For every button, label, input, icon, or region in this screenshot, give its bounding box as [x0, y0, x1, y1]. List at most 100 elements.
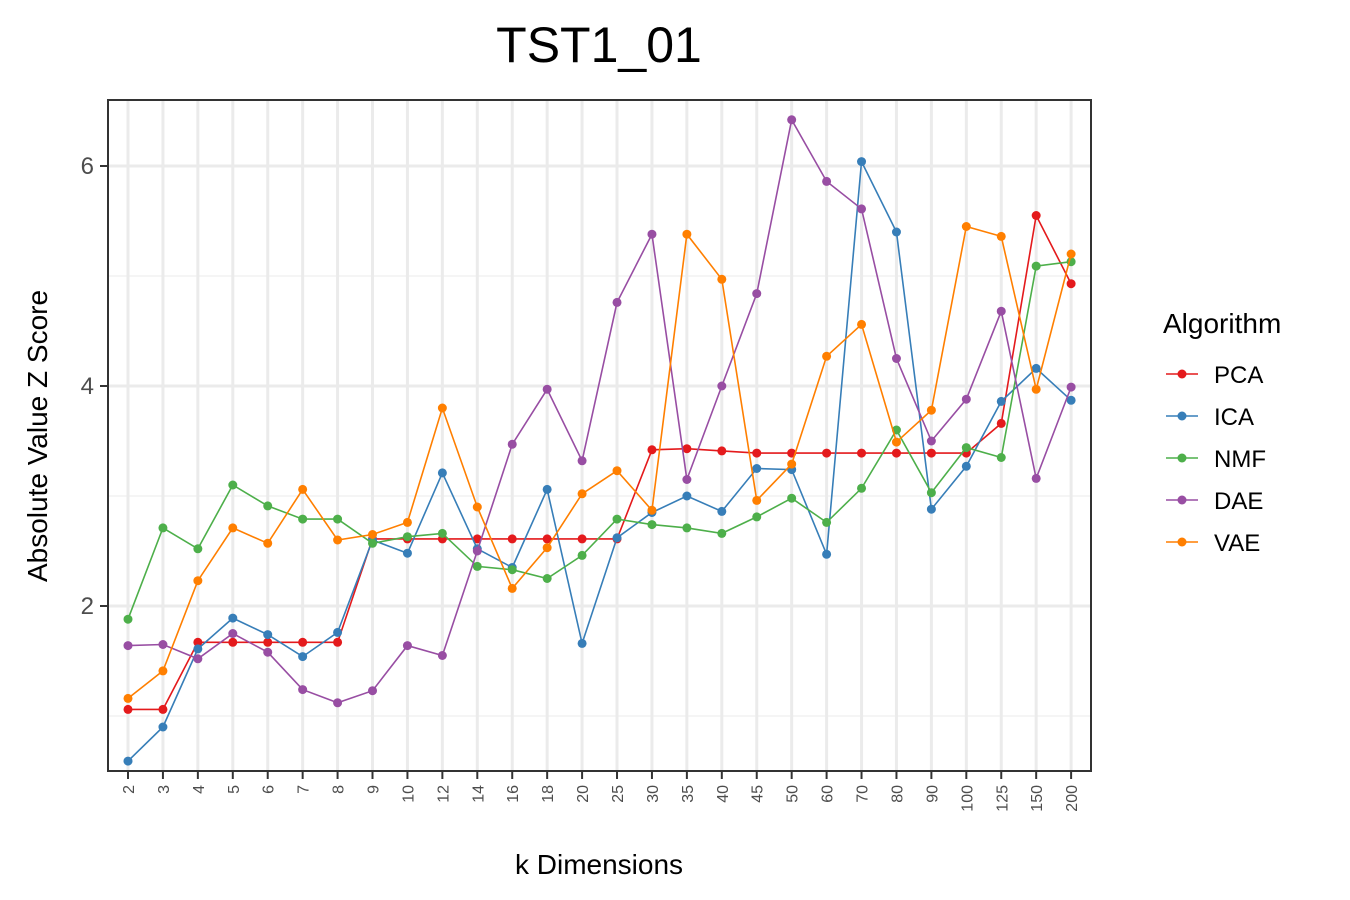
data-point-nmf — [542, 574, 552, 583]
data-point-nmf — [507, 565, 517, 575]
data-point-ica — [891, 227, 901, 237]
data-point-dae — [368, 686, 378, 696]
data-point-nmf — [298, 514, 308, 524]
data-point-dae — [402, 641, 412, 651]
data-point-nmf — [333, 514, 343, 524]
x-tick-label: 125 — [994, 785, 1011, 812]
data-point-ica — [612, 533, 622, 543]
legend-label-dae: DAE — [1214, 488, 1263, 515]
legend: Algorithm PCA ICA NMF DAE VAE — [1163, 308, 1281, 557]
data-point-dae — [123, 641, 133, 651]
data-point-vae — [891, 437, 901, 447]
x-tick-label: 9 — [366, 785, 383, 794]
x-tick-label: 5 — [226, 785, 243, 794]
data-point-dae — [193, 654, 203, 664]
data-point-nmf — [647, 520, 657, 530]
data-point-nmf — [1031, 261, 1041, 271]
data-point-ica — [123, 756, 133, 766]
x-tick-label: 200 — [1064, 785, 1081, 812]
x-tick-label: 40 — [715, 785, 732, 803]
data-point-dae — [996, 306, 1006, 316]
y-tick-label: 6 — [81, 153, 94, 180]
data-point-dae — [298, 685, 308, 695]
data-point-ica — [717, 506, 727, 516]
data-point-vae — [507, 583, 517, 593]
data-point-ica — [437, 468, 447, 478]
data-point-nmf — [577, 550, 587, 560]
data-point-vae — [787, 459, 797, 469]
data-point-pca — [193, 637, 203, 647]
data-point-dae — [752, 289, 762, 299]
data-point-pca — [996, 418, 1006, 428]
data-point-vae — [472, 502, 482, 512]
data-point-nmf — [263, 501, 273, 511]
data-point-nmf — [857, 483, 867, 493]
data-point-pca — [263, 637, 273, 647]
data-point-dae — [857, 204, 867, 214]
data-point-pca — [857, 448, 867, 458]
data-point-vae — [542, 543, 552, 553]
data-point-dae — [1066, 382, 1076, 392]
data-point-vae — [333, 535, 343, 545]
data-point-nmf — [996, 453, 1006, 462]
data-point-ica — [333, 627, 343, 637]
data-point-vae — [228, 523, 238, 533]
legend-item-dae: DAE — [1166, 488, 1263, 515]
plot-grid — [108, 100, 1091, 771]
data-point-ica — [752, 464, 762, 473]
data-point-nmf — [402, 532, 412, 542]
legend-title: Algorithm — [1163, 308, 1281, 339]
data-point-dae — [612, 297, 622, 307]
x-tick-label: 100 — [959, 785, 976, 812]
x-tick-label: 18 — [540, 785, 557, 803]
data-point-pca — [123, 704, 133, 714]
data-point-pca — [228, 637, 238, 647]
legend-key-point — [1177, 537, 1187, 547]
data-point-vae — [996, 231, 1006, 241]
legend-key-point — [1177, 411, 1187, 421]
legend-key-point — [1177, 369, 1187, 379]
data-point-ica — [193, 644, 203, 654]
data-point-ica — [857, 157, 867, 167]
y-axis-title: Absolute Value Z Score — [22, 290, 53, 582]
data-point-vae — [822, 351, 832, 361]
data-point-dae — [228, 629, 238, 638]
data-point-vae — [368, 530, 378, 539]
data-point-dae — [542, 384, 552, 394]
x-tick-label: 16 — [505, 785, 522, 803]
data-point-dae — [507, 439, 517, 449]
data-point-ica — [158, 722, 168, 732]
data-point-dae — [891, 354, 901, 363]
legend-label-ica: ICA — [1214, 404, 1254, 431]
x-tick-label: 4 — [191, 785, 208, 794]
data-point-pca — [926, 448, 936, 458]
data-point-dae — [647, 229, 657, 239]
data-point-vae — [961, 222, 971, 231]
data-point-vae — [926, 405, 936, 415]
chart-title: TST1_01 — [496, 17, 702, 73]
data-point-vae — [857, 319, 867, 329]
data-point-pca — [298, 637, 308, 647]
data-point-dae — [682, 475, 692, 484]
data-point-vae — [158, 666, 168, 676]
data-point-pca — [891, 448, 901, 458]
series-line-nmf — [127, 260, 1072, 620]
plot-series — [123, 115, 1076, 766]
data-point-nmf — [193, 544, 203, 554]
data-point-dae — [158, 640, 168, 649]
legend-key-point — [1177, 453, 1187, 463]
plot-panel-border — [107, 99, 1092, 772]
x-tick-label: 12 — [435, 785, 452, 803]
legend-item-vae: VAE — [1166, 530, 1260, 557]
data-point-nmf — [787, 493, 797, 503]
x-tick-label: 20 — [575, 785, 592, 803]
data-point-vae — [577, 489, 587, 499]
series-nmf — [123, 257, 1076, 624]
legend-key-point — [1177, 495, 1187, 505]
series-line-dae — [127, 117, 1072, 704]
x-tick-label: 7 — [296, 785, 313, 794]
series-dae — [123, 115, 1076, 708]
data-point-nmf — [228, 480, 238, 490]
legend-label-nmf: NMF — [1214, 446, 1266, 473]
